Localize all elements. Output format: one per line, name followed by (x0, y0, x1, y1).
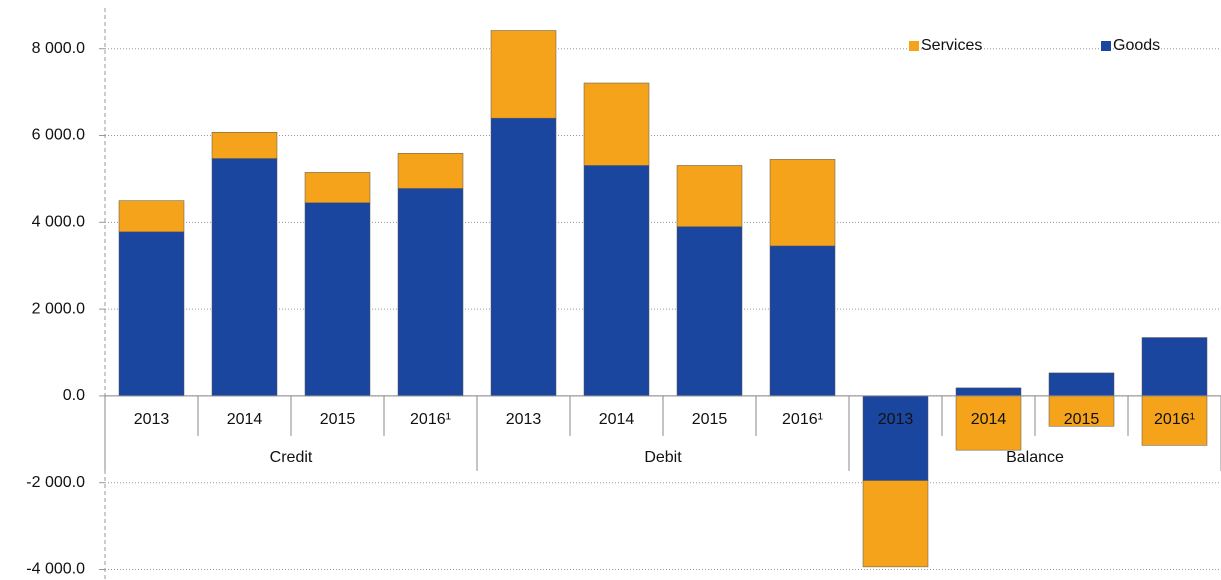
x-tick-label: 2016¹ (1154, 411, 1195, 428)
bar (397, 153, 464, 189)
bar (862, 480, 929, 568)
x-tick-label: 2014 (971, 411, 1007, 428)
group-label: Balance (1006, 449, 1064, 466)
y-tick-label: 2 000.0 (32, 300, 85, 317)
x-tick-label: 2015 (1064, 411, 1100, 428)
bar (1048, 372, 1115, 397)
bar (118, 231, 185, 397)
bar (304, 172, 371, 204)
bar (583, 165, 650, 397)
bar (676, 226, 743, 397)
y-tick-label: 4 000.0 (32, 214, 85, 231)
x-tick-label: 2013 (878, 411, 914, 428)
x-tick-label: 2013 (506, 411, 542, 428)
bar (1141, 395, 1208, 446)
x-tick-label: 2016¹ (782, 411, 823, 428)
x-tick-label: 2015 (692, 411, 728, 428)
bar (583, 82, 650, 166)
legend-label: Services (921, 37, 982, 54)
bar (490, 117, 557, 397)
x-tick-label: 2015 (320, 411, 356, 428)
bar (304, 202, 371, 397)
bar (955, 395, 1022, 451)
bar (769, 245, 836, 397)
bar (769, 159, 836, 247)
x-tick-label: 2014 (227, 411, 263, 428)
bar (211, 132, 278, 159)
group-label: Credit (270, 449, 313, 466)
legend-swatch (1101, 41, 1111, 51)
legend-swatch (909, 41, 919, 51)
bar (955, 387, 1022, 397)
group-label: Debit (644, 449, 682, 466)
y-tick-label: 8 000.0 (32, 40, 85, 57)
x-tick-label: 2016¹ (410, 411, 451, 428)
y-tick-label: 0.0 (63, 387, 85, 404)
bar (490, 30, 557, 119)
bar (211, 158, 278, 397)
legend-label: Goods (1113, 37, 1160, 54)
bar (862, 395, 929, 481)
y-tick-label: 6 000.0 (32, 127, 85, 144)
y-tick-label: -2 000.0 (26, 474, 85, 491)
x-tick-label: 2013 (134, 411, 170, 428)
bar (1048, 395, 1115, 427)
bar (676, 165, 743, 227)
bar (397, 188, 464, 397)
bar (1141, 337, 1208, 397)
bar (118, 200, 185, 233)
x-tick-label: 2014 (599, 411, 635, 428)
y-tick-label: -4 000.0 (26, 561, 85, 578)
